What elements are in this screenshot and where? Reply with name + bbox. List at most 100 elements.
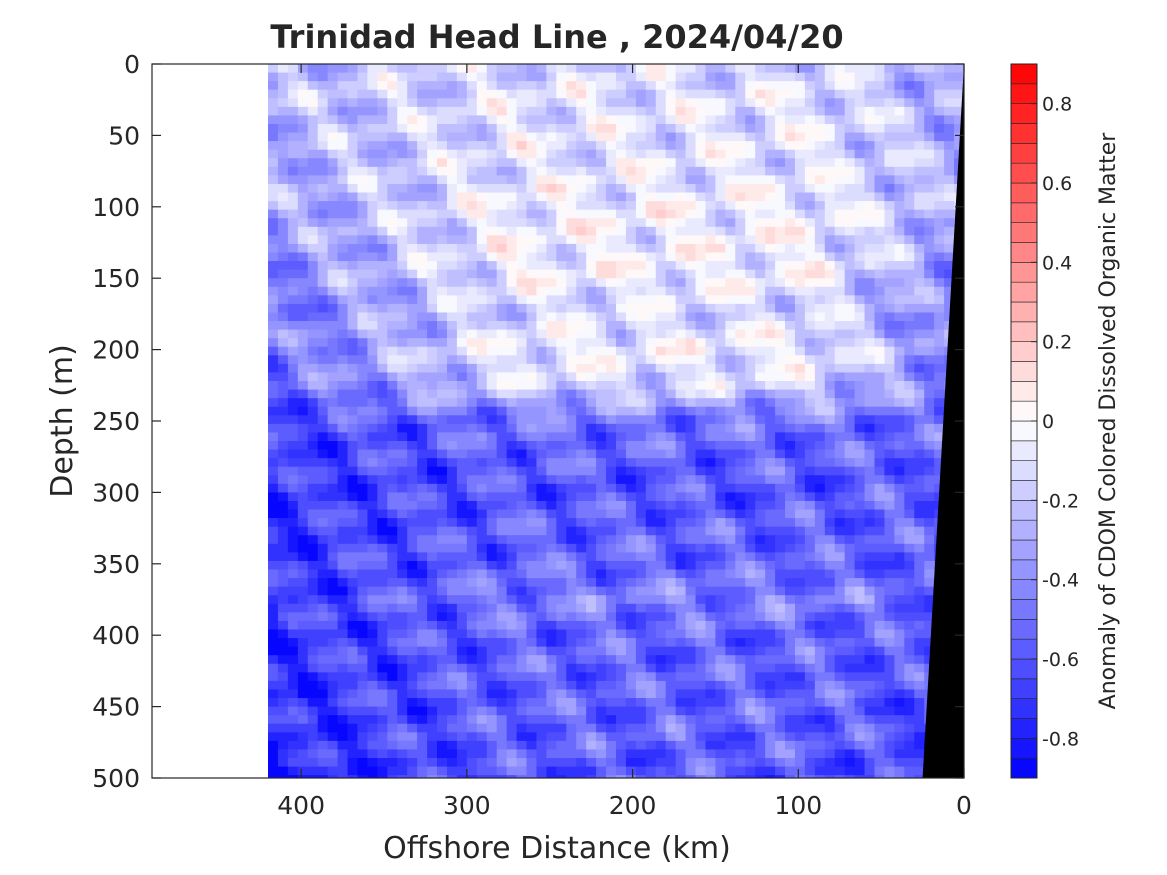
contour-cell <box>317 389 329 399</box>
contour-cell <box>337 235 349 245</box>
contour-cell <box>804 715 816 725</box>
contour-cell <box>715 312 726 322</box>
contour-cell <box>616 449 627 459</box>
contour-cell <box>367 89 378 99</box>
contour-cell <box>606 698 617 708</box>
contour-cell <box>675 261 687 271</box>
contour-cell <box>546 158 557 168</box>
contour-cell <box>526 578 538 588</box>
contour-cell <box>794 355 806 365</box>
contour-cell <box>337 595 349 605</box>
contour-cell <box>476 218 488 228</box>
contour-cell <box>765 149 776 159</box>
contour-cell <box>496 775 508 778</box>
contour-cell <box>476 732 488 742</box>
contour-cell <box>268 603 279 613</box>
contour-cell <box>466 278 478 288</box>
contour-cell <box>476 149 488 159</box>
contour-cell <box>377 740 388 751</box>
contour-cell <box>427 141 438 151</box>
contour-cell <box>506 500 518 511</box>
contour-cell <box>725 518 736 528</box>
contour-cell <box>685 252 697 262</box>
contour-cell <box>566 235 577 245</box>
contour-cell <box>337 226 349 236</box>
contour-cell <box>347 680 359 691</box>
contour-cell <box>317 518 329 528</box>
contour-cell <box>735 586 746 596</box>
contour-cell <box>466 89 478 99</box>
contour-cell <box>526 389 538 399</box>
contour-cell <box>775 492 786 502</box>
contour-cell <box>586 312 597 322</box>
contour-cell <box>695 586 707 596</box>
contour-cell <box>834 535 846 545</box>
contour-cell <box>367 535 378 545</box>
contour-cell <box>417 766 428 776</box>
contour-cell <box>337 329 349 339</box>
contour-cell <box>645 201 657 211</box>
contour-cell <box>735 175 746 185</box>
contour-cell <box>327 141 339 151</box>
contour-cell <box>675 406 687 416</box>
contour-cell <box>337 492 349 502</box>
contour-cell <box>536 381 547 391</box>
contour-cell <box>307 261 319 271</box>
contour-cell <box>397 329 408 339</box>
contour-cell <box>705 586 717 596</box>
contour-cell <box>297 415 309 425</box>
contour-cell <box>506 595 518 605</box>
contour-cell <box>387 423 398 434</box>
contour-cell <box>496 552 508 562</box>
contour-cell <box>775 475 786 485</box>
contour-cell <box>755 655 766 665</box>
contour-cell <box>546 201 557 211</box>
contour-cell <box>536 646 547 656</box>
contour-cell <box>407 500 418 511</box>
contour-cell <box>476 466 488 476</box>
contour-cell <box>397 612 408 622</box>
contour-cell <box>606 689 617 699</box>
contour-cell <box>506 381 518 391</box>
contour-cell <box>337 183 349 194</box>
contour-cell <box>367 638 378 648</box>
contour-cell <box>357 355 369 365</box>
contour-cell <box>466 141 478 151</box>
contour-cell <box>745 518 756 528</box>
contour-cell <box>854 218 866 228</box>
contour-cell <box>715 346 726 356</box>
contour-cell <box>297 749 309 759</box>
contour-cell <box>506 226 518 236</box>
contour-cell <box>337 158 349 168</box>
contour-cell <box>824 166 836 176</box>
contour-cell <box>705 149 717 159</box>
contour-cell <box>417 689 428 699</box>
contour-cell <box>586 706 597 716</box>
contour-cell <box>377 715 388 725</box>
contour-cell <box>804 655 816 665</box>
contour-cell <box>645 381 657 391</box>
contour-cell <box>616 612 627 622</box>
contour-cell <box>287 749 299 759</box>
contour-cell <box>725 586 736 596</box>
contour-cell <box>397 449 408 459</box>
contour-cell <box>735 252 746 262</box>
contour-cell <box>635 560 647 571</box>
contour-cell <box>655 123 667 134</box>
contour-cell <box>536 81 547 91</box>
contour-cell <box>596 355 607 365</box>
contour-cell <box>735 89 746 99</box>
contour-cell <box>367 672 378 682</box>
contour-cell <box>596 312 607 322</box>
contour-cell <box>337 89 349 99</box>
contour-cell <box>725 81 736 91</box>
contour-cell <box>844 149 856 159</box>
contour-cell <box>665 509 677 519</box>
contour-cell <box>476 183 488 194</box>
contour-cell <box>387 166 398 176</box>
contour-cell <box>387 560 398 571</box>
contour-cell <box>496 543 508 553</box>
contour-cell <box>824 81 836 91</box>
contour-cell <box>556 432 567 442</box>
contour-cell <box>725 603 736 613</box>
